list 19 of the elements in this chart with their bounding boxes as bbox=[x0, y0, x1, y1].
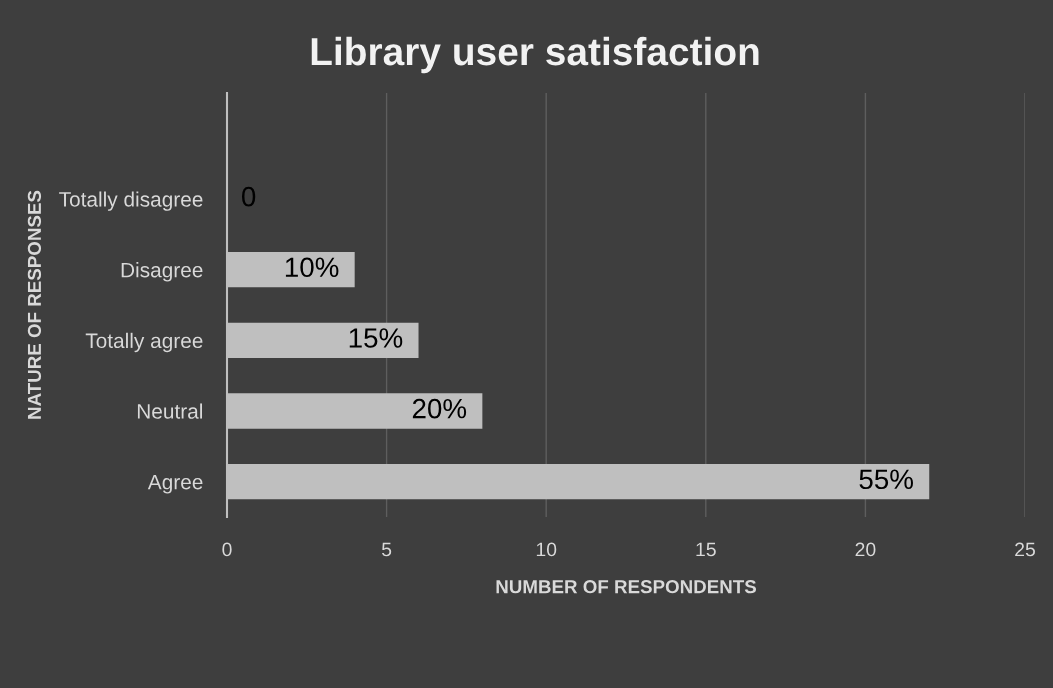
x-tick-label: 5 bbox=[381, 542, 392, 557]
y-tick-label: Neutral bbox=[137, 403, 202, 419]
chart-title: Library user satisfaction bbox=[311, 36, 759, 74]
y-tick-label: Totally disagree bbox=[59, 191, 203, 211]
y-axis-title: NATURE OF RESPONSES bbox=[27, 190, 42, 419]
y-tick-label: Agree bbox=[147, 474, 203, 494]
x-tick-label: 10 bbox=[536, 542, 557, 557]
y-tick-label: Totally agree bbox=[85, 332, 203, 353]
x-tick-label: 15 bbox=[696, 542, 716, 557]
x-axis-title: NUMBER OF RESPONDENTS bbox=[496, 580, 756, 594]
annotation: 55% bbox=[859, 469, 913, 490]
annotation: 15% bbox=[349, 328, 403, 348]
x-tick-label: 25 bbox=[1015, 542, 1035, 557]
x-tick-label: 20 bbox=[855, 542, 876, 557]
annotation: 10% bbox=[285, 257, 339, 278]
y-tick-label: Disagree bbox=[121, 262, 203, 282]
annotation: 20% bbox=[412, 398, 467, 419]
annotation: 0 bbox=[241, 186, 256, 207]
x-tick-label: 0 bbox=[222, 542, 232, 557]
